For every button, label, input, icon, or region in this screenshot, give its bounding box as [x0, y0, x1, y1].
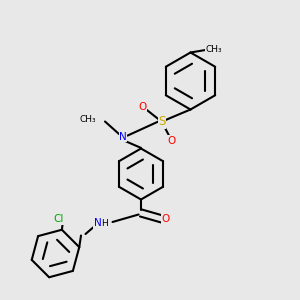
- Text: O: O: [138, 101, 147, 112]
- Text: O: O: [167, 136, 175, 146]
- Text: S: S: [158, 115, 166, 128]
- Text: O: O: [161, 214, 170, 224]
- Text: CH₃: CH₃: [80, 116, 96, 124]
- Text: N: N: [119, 131, 127, 142]
- Text: CH₃: CH₃: [206, 45, 222, 54]
- Text: H: H: [102, 219, 108, 228]
- Text: N: N: [94, 218, 101, 229]
- Text: Cl: Cl: [54, 214, 64, 224]
